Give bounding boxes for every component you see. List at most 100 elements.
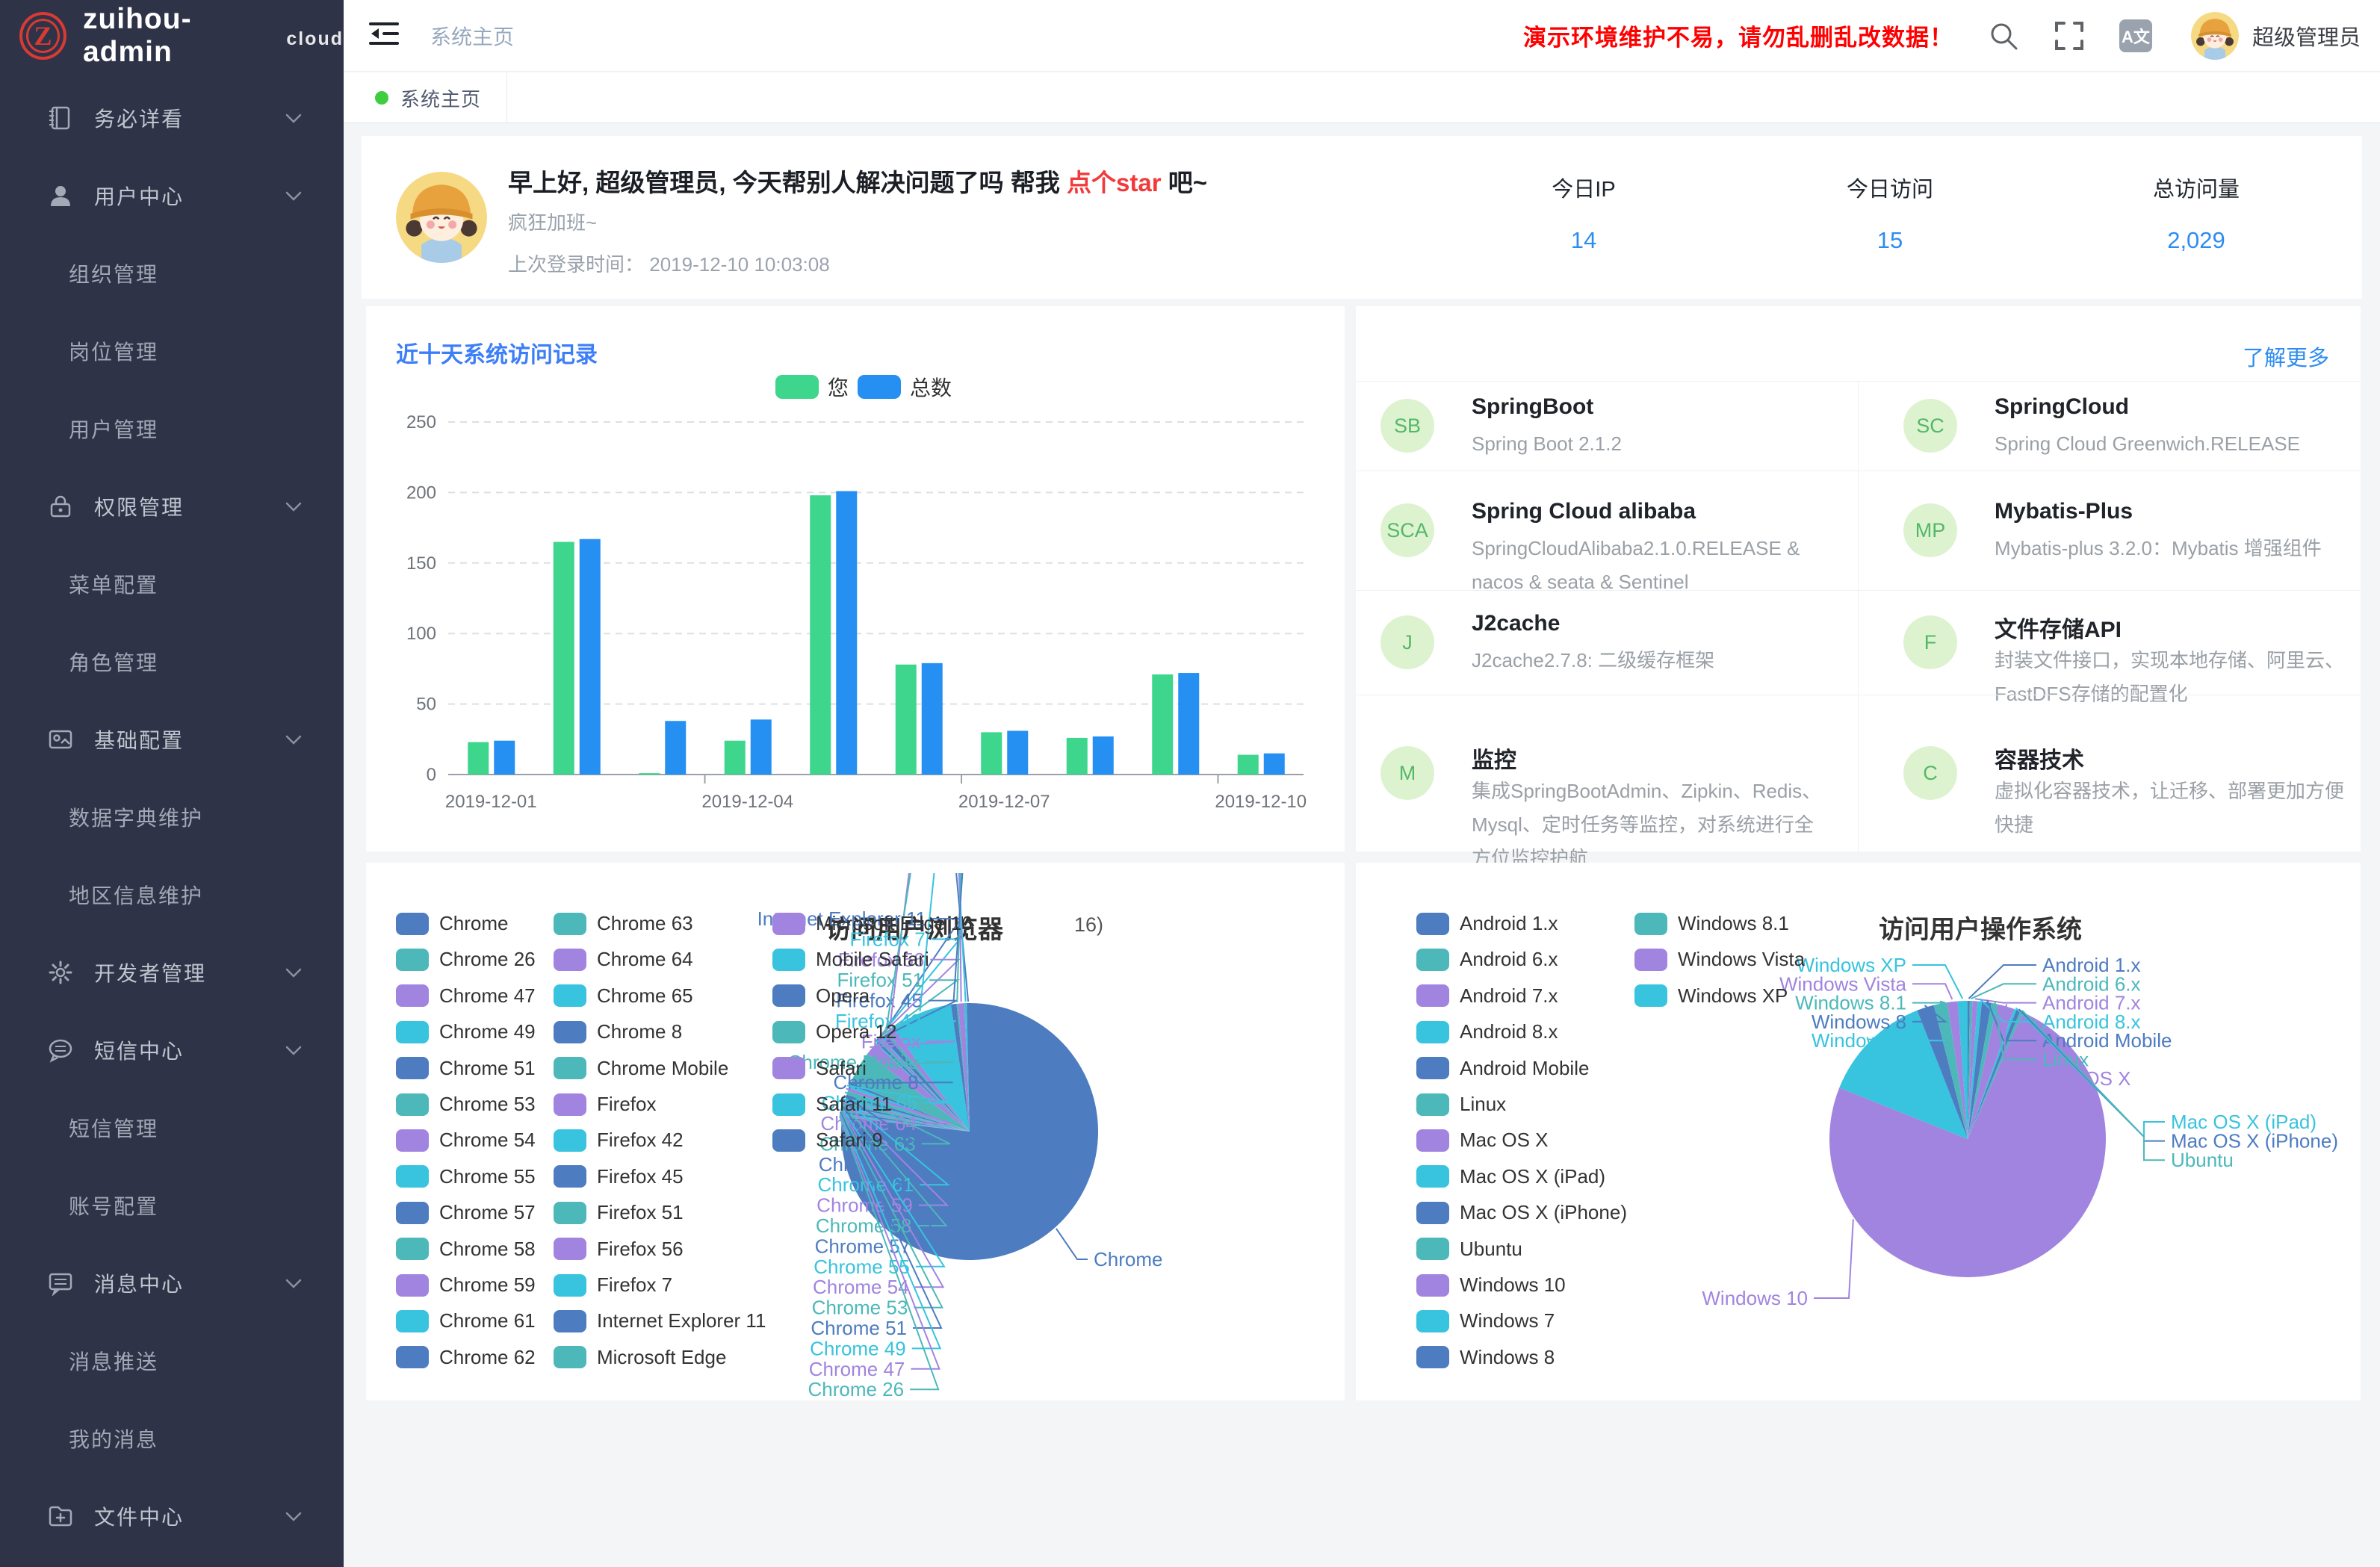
sidebar-item-12[interactable]: 短信中心 (0, 1011, 344, 1089)
legend-item-Windows 7[interactable]: Windows 7 (1416, 1309, 1555, 1332)
search-icon[interactable] (1988, 20, 2019, 52)
legend-swatch (554, 1238, 586, 1260)
legend-label: Android 8.x (1460, 1020, 1558, 1043)
avatar[interactable] (2191, 12, 2239, 60)
legend-item-Firefox 45[interactable]: Firefox 45 (554, 1165, 684, 1188)
legend-swatch (396, 1057, 429, 1079)
sidebar-item-16[interactable]: 消息推送 (0, 1322, 344, 1400)
legend-item-Android Mobile[interactable]: Android Mobile (1416, 1057, 1589, 1080)
legend-item-Firefox 7[interactable]: Firefox 7 (554, 1273, 672, 1297)
legend-item-Firefox 56[interactable]: Firefox 56 (554, 1238, 684, 1261)
legend-item-Internet Explorer 11[interactable]: Internet Explorer 11 (554, 1309, 766, 1332)
demo-warning-text: 演示环境维护不易，请勿乱删乱改数据！ (1523, 19, 1953, 52)
legend-item-Chrome 55[interactable]: Chrome 55 (396, 1165, 536, 1188)
sidebar-item-6[interactable]: 菜单配置 (0, 545, 344, 623)
legend-item-Chrome 53[interactable]: Chrome 53 (396, 1093, 536, 1116)
legend-swatch (554, 984, 586, 1007)
legend-item-Mac OS X (iPad)[interactable]: Mac OS X (iPad) (1416, 1165, 1605, 1188)
legend-item-Chrome 57[interactable]: Chrome 57 (396, 1201, 536, 1224)
star-link[interactable]: 点个star (1067, 169, 1162, 196)
legend-item-Ubuntu[interactable]: Ubuntu (1416, 1238, 1522, 1261)
sidebar-item-18[interactable]: 文件中心 (0, 1477, 344, 1555)
legend-item-Windows 8[interactable]: Windows 8 (1416, 1346, 1555, 1369)
tab-system-home[interactable]: 系统主页 (344, 72, 507, 123)
tech-item-J2cache: J J2cache J2cache2.7.8: 二级缓存框架 (1380, 590, 1829, 695)
sidebar-item-7[interactable]: 角色管理 (0, 623, 344, 701)
sidebar-item-3[interactable]: 岗位管理 (0, 312, 344, 390)
sidebar-item-2[interactable]: 组织管理 (0, 235, 344, 312)
legend-item-Chrome 65[interactable]: Chrome 65 (554, 984, 693, 1008)
current-user-name[interactable]: 超级管理员 (2252, 20, 2361, 52)
sidebar-item-4[interactable]: 用户管理 (0, 390, 344, 468)
legend-item-Opera 12[interactable]: Opera 12 (772, 1020, 896, 1043)
legend-item-Windows 10[interactable]: Windows 10 (1416, 1273, 1566, 1297)
legend-item-Firefox 42[interactable]: Firefox 42 (554, 1129, 684, 1152)
legend-item-Chrome 63[interactable]: Chrome 63 (554, 912, 693, 935)
legend-label: Windows 8 (1460, 1346, 1555, 1369)
legend-item-Chrome 58[interactable]: Chrome 58 (396, 1238, 536, 1261)
legend-item-Microsoft Edge 16[interactable]: Microsoft Edge 16 (772, 912, 973, 935)
legend-item-Android 1.x[interactable]: Android 1.x (1416, 912, 1558, 935)
legend-item-Chrome 26[interactable]: Chrome 26 (396, 948, 536, 971)
legend-swatch (554, 1274, 586, 1297)
tech-badge: F (1903, 615, 1957, 669)
sidebar-item-0[interactable]: 务必详看 (0, 79, 344, 157)
legend-item-Chrome 54[interactable]: Chrome 54 (396, 1129, 536, 1152)
legend-item-Chrome 47[interactable]: Chrome 47 (396, 984, 536, 1008)
sidebar-item-13[interactable]: 短信管理 (0, 1089, 344, 1167)
logo[interactable]: Z zuihou-admin cloud (0, 0, 344, 72)
legend-item-Chrome 59[interactable]: Chrome 59 (396, 1273, 536, 1297)
breadcrumb[interactable]: 系统主页 (430, 21, 514, 51)
legend-swatch (554, 1021, 586, 1043)
legend-item-Mac OS X[interactable]: Mac OS X (1416, 1129, 1548, 1152)
legend-swatch (396, 1129, 429, 1152)
legend-swatch (772, 1021, 805, 1043)
legend-item-Android 8.x[interactable]: Android 8.x (1416, 1020, 1558, 1043)
bar-legend-总数[interactable]: 总数 (858, 372, 952, 402)
legend-item-Windows Vista[interactable]: Windows Vista (1634, 948, 1805, 971)
svg-text:Ubuntu: Ubuntu (2171, 1149, 2234, 1171)
legend-item-Firefox[interactable]: Firefox (554, 1093, 656, 1116)
legend-item-Chrome Mobile[interactable]: Chrome Mobile (554, 1057, 728, 1080)
legend-item-Android 7.x[interactable]: Android 7.x (1416, 984, 1558, 1008)
tech-badge: SB (1380, 399, 1434, 453)
legend-item-Safari 9[interactable]: Safari 9 (772, 1129, 883, 1152)
legend-item-Mac OS X (iPhone)[interactable]: Mac OS X (iPhone) (1416, 1201, 1627, 1224)
legend-item-Microsoft Edge[interactable]: Microsoft Edge (554, 1346, 726, 1369)
sidebar-item-11[interactable]: 开发者管理 (0, 934, 344, 1011)
legend-item-Mobile Safari[interactable]: Mobile Safari (772, 948, 929, 971)
sidebar-item-15[interactable]: 消息中心 (0, 1244, 344, 1322)
bar-legend-您[interactable]: 您 (775, 372, 849, 402)
sidebar-item-10[interactable]: 地区信息维护 (0, 856, 344, 934)
svg-text:0: 0 (427, 765, 436, 785)
learn-more-link[interactable]: 了解更多 (2243, 341, 2329, 372)
sidebar-item-1[interactable]: 用户中心 (0, 157, 344, 235)
tech-title: SpringBoot (1472, 394, 1593, 420)
legend-item-Chrome 49[interactable]: Chrome 49 (396, 1020, 536, 1043)
sidebar-item-14[interactable]: 账号配置 (0, 1167, 344, 1244)
legend-item-Chrome 61[interactable]: Chrome 61 (396, 1309, 536, 1332)
legend-label: Mac OS X (1460, 1129, 1548, 1152)
legend-item-Safari 11[interactable]: Safari 11 (772, 1093, 892, 1116)
legend-item-Safari[interactable]: Safari (772, 1057, 867, 1080)
language-icon[interactable]: A文 (2119, 19, 2152, 52)
sidebar-item-17[interactable]: 我的消息 (0, 1400, 344, 1477)
legend-item-Android 6.x[interactable]: Android 6.x (1416, 948, 1558, 971)
legend-item-Opera[interactable]: Opera (772, 984, 870, 1008)
legend-item-Linux[interactable]: Linux (1416, 1093, 1506, 1116)
legend-item-Chrome[interactable]: Chrome (396, 912, 508, 935)
fullscreen-icon[interactable] (2054, 20, 2085, 52)
collapse-menu-icon[interactable] (369, 20, 399, 51)
legend-item-Windows XP[interactable]: Windows XP (1634, 984, 1788, 1008)
legend-item-Chrome 8[interactable]: Chrome 8 (554, 1020, 682, 1043)
legend-item-Firefox 51[interactable]: Firefox 51 (554, 1201, 684, 1224)
legend-item-Chrome 64[interactable]: Chrome 64 (554, 948, 693, 971)
tech-item-容器技术: C 容器技术 虚拟化容器技术，让迁移、部署更加方便快捷 (1903, 695, 2352, 851)
legend-item-Chrome 51[interactable]: Chrome 51 (396, 1057, 536, 1080)
sidebar-item-8[interactable]: 基础配置 (0, 701, 344, 778)
legend-swatch (396, 1310, 429, 1332)
legend-item-Windows 8.1[interactable]: Windows 8.1 (1634, 912, 1789, 935)
legend-item-Chrome 62[interactable]: Chrome 62 (396, 1346, 536, 1369)
sidebar-item-9[interactable]: 数据字典维护 (0, 778, 344, 856)
sidebar-item-5[interactable]: 权限管理 (0, 468, 344, 545)
